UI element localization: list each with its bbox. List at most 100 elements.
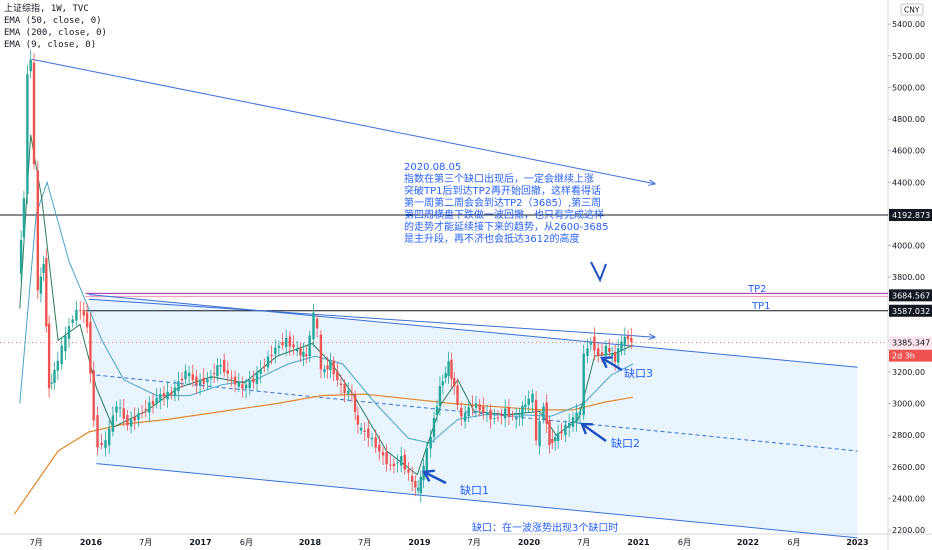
candle-body[interactable] — [85, 312, 89, 328]
candle-body[interactable] — [489, 409, 492, 420]
candle-body[interactable] — [312, 312, 315, 340]
trendline[interactable] — [88, 294, 858, 368]
candle-body[interactable] — [613, 352, 617, 362]
ema-200-line[interactable] — [13, 393, 634, 515]
candle-body[interactable] — [392, 463, 396, 467]
candle-body[interactable] — [482, 406, 485, 414]
candle-body[interactable] — [285, 337, 288, 347]
candle-body[interactable] — [432, 418, 436, 437]
candle-body[interactable] — [47, 323, 51, 389]
candle-body[interactable] — [578, 411, 582, 415]
candle-body[interactable] — [542, 406, 545, 420]
candle-body[interactable] — [524, 404, 527, 408]
candle-body[interactable] — [518, 415, 521, 417]
candle-body[interactable] — [133, 416, 136, 421]
candle-body[interactable] — [496, 417, 500, 419]
trendline[interactable] — [88, 298, 655, 337]
candle-body[interactable] — [515, 417, 518, 420]
candle-body[interactable] — [166, 391, 169, 400]
candle-body[interactable] — [554, 437, 557, 442]
tp2-label[interactable]: TP2 — [747, 284, 767, 295]
candle-body[interactable] — [385, 452, 388, 465]
candle-body[interactable] — [82, 310, 85, 316]
candle-body[interactable] — [326, 365, 329, 370]
symbol-line[interactable]: 上证综指, 1W, TVC — [4, 4, 89, 14]
tp1-label[interactable]: TP1 — [751, 301, 771, 312]
gap-1-label[interactable]: 缺口1 — [460, 483, 489, 497]
candle-body[interactable] — [56, 360, 59, 371]
candle-body[interactable] — [378, 444, 381, 452]
candle-body[interactable] — [600, 352, 604, 355]
candle-body[interactable] — [403, 454, 406, 470]
candle-body[interactable] — [122, 408, 125, 419]
candle-body[interactable] — [230, 377, 233, 379]
candle-body[interactable] — [89, 321, 92, 374]
candle-body[interactable] — [144, 409, 147, 411]
candle-body[interactable] — [485, 412, 489, 414]
ema-200-legend[interactable]: EMA (200, close, 0) — [4, 28, 107, 38]
candle-body[interactable] — [507, 407, 511, 417]
candle-body[interactable] — [191, 374, 194, 381]
candle-body[interactable] — [259, 369, 262, 374]
candle-body[interactable] — [538, 421, 541, 447]
candle-body[interactable] — [611, 353, 614, 356]
candle-body[interactable] — [416, 487, 420, 491]
candle-body[interactable] — [226, 370, 229, 374]
candle-body[interactable] — [299, 347, 302, 356]
candle-body[interactable] — [450, 359, 453, 379]
candle-body[interactable] — [419, 476, 422, 494]
candle-body[interactable] — [219, 364, 222, 367]
candle-body[interactable] — [604, 345, 608, 356]
candle-body[interactable] — [367, 428, 370, 438]
candle-body[interactable] — [374, 437, 377, 448]
candle-body[interactable] — [370, 437, 374, 440]
candle-body[interactable] — [92, 370, 95, 421]
candle-body[interactable] — [339, 383, 343, 386]
candle-body[interactable] — [548, 420, 551, 446]
candle-body[interactable] — [274, 347, 277, 355]
candle-body[interactable] — [223, 359, 226, 372]
candle-body[interactable] — [22, 198, 26, 238]
candle-body[interactable] — [67, 326, 71, 339]
ema-9-line[interactable] — [19, 134, 634, 476]
price-label[interactable]: 3385.347 — [892, 339, 930, 348]
candle-body[interactable] — [551, 439, 554, 444]
candle-body[interactable] — [177, 381, 180, 392]
candle-body[interactable] — [396, 462, 399, 464]
candle-body[interactable] — [162, 393, 166, 397]
candle-body[interactable] — [500, 414, 503, 416]
candle-body[interactable] — [608, 348, 611, 353]
ema-9-legend[interactable]: EMA (9, close, 0) — [4, 40, 97, 50]
candle-body[interactable] — [252, 378, 255, 383]
price-label[interactable]: 2d 3h — [892, 352, 915, 361]
candle-body[interactable] — [620, 341, 623, 351]
candle-body[interactable] — [336, 371, 339, 381]
candle-body[interactable] — [474, 403, 478, 408]
candle-body[interactable] — [586, 348, 589, 356]
gap-3-label[interactable]: 缺口3 — [624, 366, 653, 380]
candle-body[interactable] — [195, 376, 198, 385]
candle-body[interactable] — [237, 382, 240, 387]
candle-body[interactable] — [332, 360, 335, 375]
candle-body[interactable] — [425, 448, 428, 471]
ema-50-legend[interactable]: EMA (50, close, 0) — [4, 16, 102, 26]
candle-body[interactable] — [45, 258, 48, 327]
candle-body[interactable] — [39, 276, 43, 294]
candle-body[interactable] — [564, 424, 567, 436]
candle-body[interactable] — [302, 352, 305, 357]
candle-body[interactable] — [111, 415, 115, 432]
candle-body[interactable] — [129, 419, 133, 427]
candle-body[interactable] — [305, 354, 308, 357]
price-label[interactable]: 4192.873 — [892, 211, 930, 220]
candle-body[interactable] — [187, 372, 191, 377]
candle-body[interactable] — [534, 399, 538, 441]
candle-body[interactable] — [353, 394, 357, 412]
candle-body[interactable] — [589, 342, 592, 345]
candle-body[interactable] — [623, 336, 626, 346]
candle-body[interactable] — [560, 431, 563, 434]
candle-body[interactable] — [281, 342, 284, 346]
candle-body[interactable] — [626, 336, 630, 340]
candle-body[interactable] — [277, 345, 281, 348]
candle-body[interactable] — [50, 382, 53, 384]
